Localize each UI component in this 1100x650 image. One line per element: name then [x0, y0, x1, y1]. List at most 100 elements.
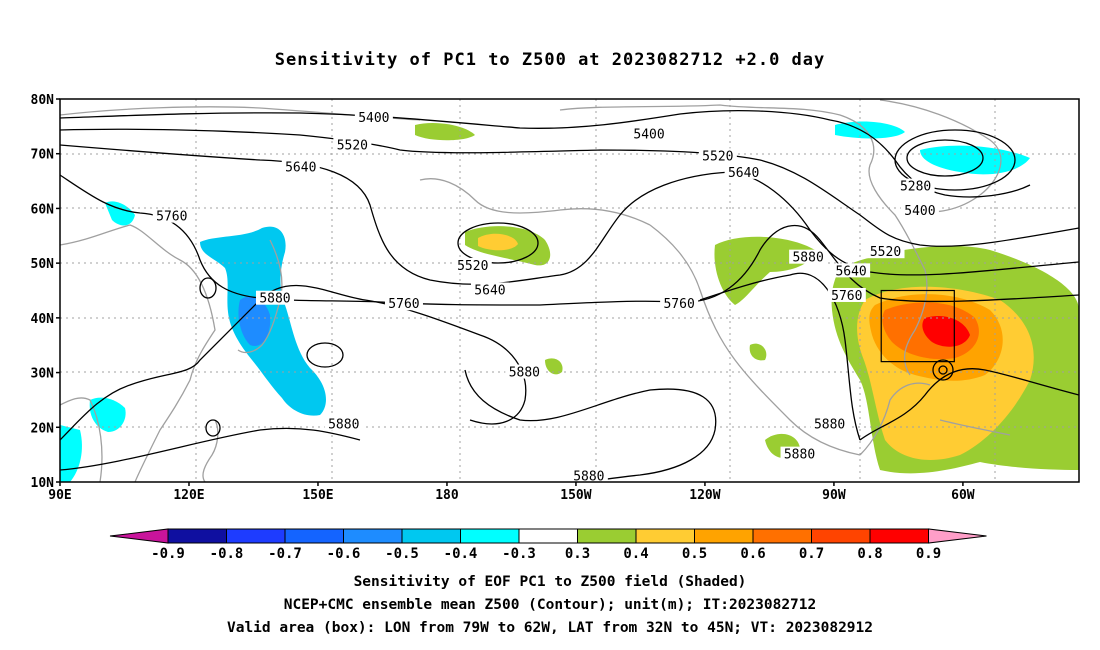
contour-line-5880 — [60, 284, 527, 441]
contour-label-bg — [866, 244, 905, 259]
negative-sensitivity-region — [60, 425, 82, 482]
contour-label: 5640 — [474, 284, 505, 299]
colorbar-swatch — [694, 528, 754, 544]
lon-tick-label: 180 — [435, 488, 459, 503]
contour-label: 5760 — [831, 289, 862, 304]
negative-sensitivity-region — [920, 145, 1030, 175]
lon-tick-label: 60W — [951, 488, 975, 503]
contour-line-5880 — [464, 369, 717, 482]
contour-label: 5520 — [457, 259, 488, 274]
japan-coastline — [237, 239, 283, 354]
contour-label: 5880 — [509, 366, 540, 381]
contour-closed-low-5280 — [906, 139, 984, 177]
contour-label-bg — [660, 296, 699, 311]
philippines-coastline — [202, 419, 219, 482]
contour-label: 5760 — [663, 297, 694, 312]
contour-closed-high — [306, 342, 344, 368]
contour-label-bg — [470, 282, 509, 297]
colorbar-swatch — [284, 528, 344, 544]
colorbar-label: 0.9 — [916, 546, 941, 562]
gulf-coastline — [859, 382, 931, 456]
map-frame — [59, 98, 1080, 483]
lat-tick-label: 30N — [31, 367, 55, 382]
lat-tick-label: 80N — [31, 93, 55, 108]
colorbar-label: -0.3 — [502, 546, 536, 562]
contour-label-bg — [324, 416, 363, 431]
longitude-labels: 90E 120E 150E 180 150W 120W 90W 60W — [48, 482, 975, 503]
contour-label-bg — [453, 257, 492, 272]
contour-label: 5880 — [784, 448, 815, 463]
colorbar-label: -0.9 — [151, 546, 185, 562]
contour-label: 5880 — [792, 251, 823, 266]
contour-line-5520 — [60, 128, 1079, 247]
contour-label: 5640 — [285, 160, 316, 175]
contour-label: 5880 — [573, 470, 604, 485]
colorbar-label: 0.3 — [565, 546, 590, 562]
contour-label-bg — [384, 296, 423, 311]
contour-label-bg — [255, 290, 294, 305]
colorbar-swatch — [226, 528, 286, 544]
colorbar-swatch — [869, 528, 929, 544]
colorbar-label: -0.5 — [385, 546, 419, 562]
positive-sensitivity-region — [478, 233, 518, 251]
lat-tick-label: 40N — [31, 312, 55, 327]
colorbar-swatch — [460, 528, 520, 544]
caption-line-3: Valid area (box): LON from 79W to 62W, L… — [226, 620, 873, 636]
contour-closed-low — [199, 277, 217, 299]
contour-label: 5400 — [904, 204, 935, 219]
positive-sensitivity-region — [714, 236, 815, 305]
contour-label: 5880 — [328, 418, 359, 433]
colorbar: -0.9 -0.8 -0.7 -0.6 -0.5 -0.4 -0.3 0.3 0.4 0.5 0.6… — [109, 528, 987, 562]
colorbar-label: 0.5 — [682, 546, 707, 562]
contour-line-5880 — [859, 368, 1079, 441]
contour-label: 5520 — [870, 245, 901, 260]
colorbar-swatch — [577, 528, 637, 544]
contour-closed-low-5280 — [894, 129, 1016, 191]
lon-tick-label: 150E — [302, 488, 333, 503]
contour-label-bg — [810, 416, 849, 431]
contour-closed-low — [205, 419, 221, 437]
contour-label-bg — [152, 208, 191, 223]
caption-line-1: Sensitivity of EOF PC1 to Z500 field (Sh… — [353, 574, 747, 590]
contour-label-bg — [630, 126, 669, 141]
chart-title: Sensitivity of PC1 to Z500 at 2023082712… — [274, 50, 826, 70]
greenland-coastline — [879, 99, 1002, 213]
contour-label: 5880 — [259, 292, 290, 307]
contour-label-bg — [780, 446, 819, 461]
negative-sensitivity-core — [238, 296, 271, 346]
contour-label-bg — [724, 164, 763, 179]
contour-label: 5760 — [156, 210, 187, 225]
caption-line-2: NCEP+CMC ensemble mean Z500 (Contour); u… — [283, 597, 817, 613]
lon-tick-label: 120W — [689, 488, 720, 503]
colorbar-swatch — [635, 528, 695, 544]
colorbar-swatch — [167, 528, 227, 544]
contour-closed-low — [938, 365, 948, 375]
contour-label-bg — [896, 178, 935, 193]
contour-label: 5400 — [633, 128, 664, 143]
contour-label: 5640 — [835, 264, 866, 279]
colorbar-label: 0.6 — [740, 546, 765, 562]
colorbar-label: 0.8 — [857, 546, 882, 562]
valid-area-box — [880, 289, 955, 363]
lat-tick-label: 20N — [31, 421, 55, 436]
contour-label: 5640 — [728, 166, 759, 181]
positive-sensitivity-region — [545, 358, 563, 375]
colorbar-label: 0.4 — [623, 546, 648, 562]
colorbar-high-arrow — [928, 528, 987, 544]
lat-tick-label: 60N — [31, 202, 55, 217]
contour-label-bg — [827, 287, 866, 302]
colorbar-low-arrow — [109, 528, 169, 544]
coastline-layer — [60, 99, 1011, 482]
positive-sensitivity-region — [415, 123, 475, 141]
contour-closed-low — [457, 222, 539, 264]
gridlines — [60, 99, 1079, 482]
colorbar-label: -0.4 — [444, 546, 478, 562]
colorbar-swatch — [401, 528, 461, 544]
contour-label: 5760 — [388, 297, 419, 312]
colorbar-swatch — [518, 528, 578, 544]
lon-tick-label: 90E — [48, 488, 71, 503]
colorbar-label: 0.7 — [799, 546, 824, 562]
asia-coastline — [60, 224, 216, 482]
contour-label: 5880 — [814, 418, 845, 433]
